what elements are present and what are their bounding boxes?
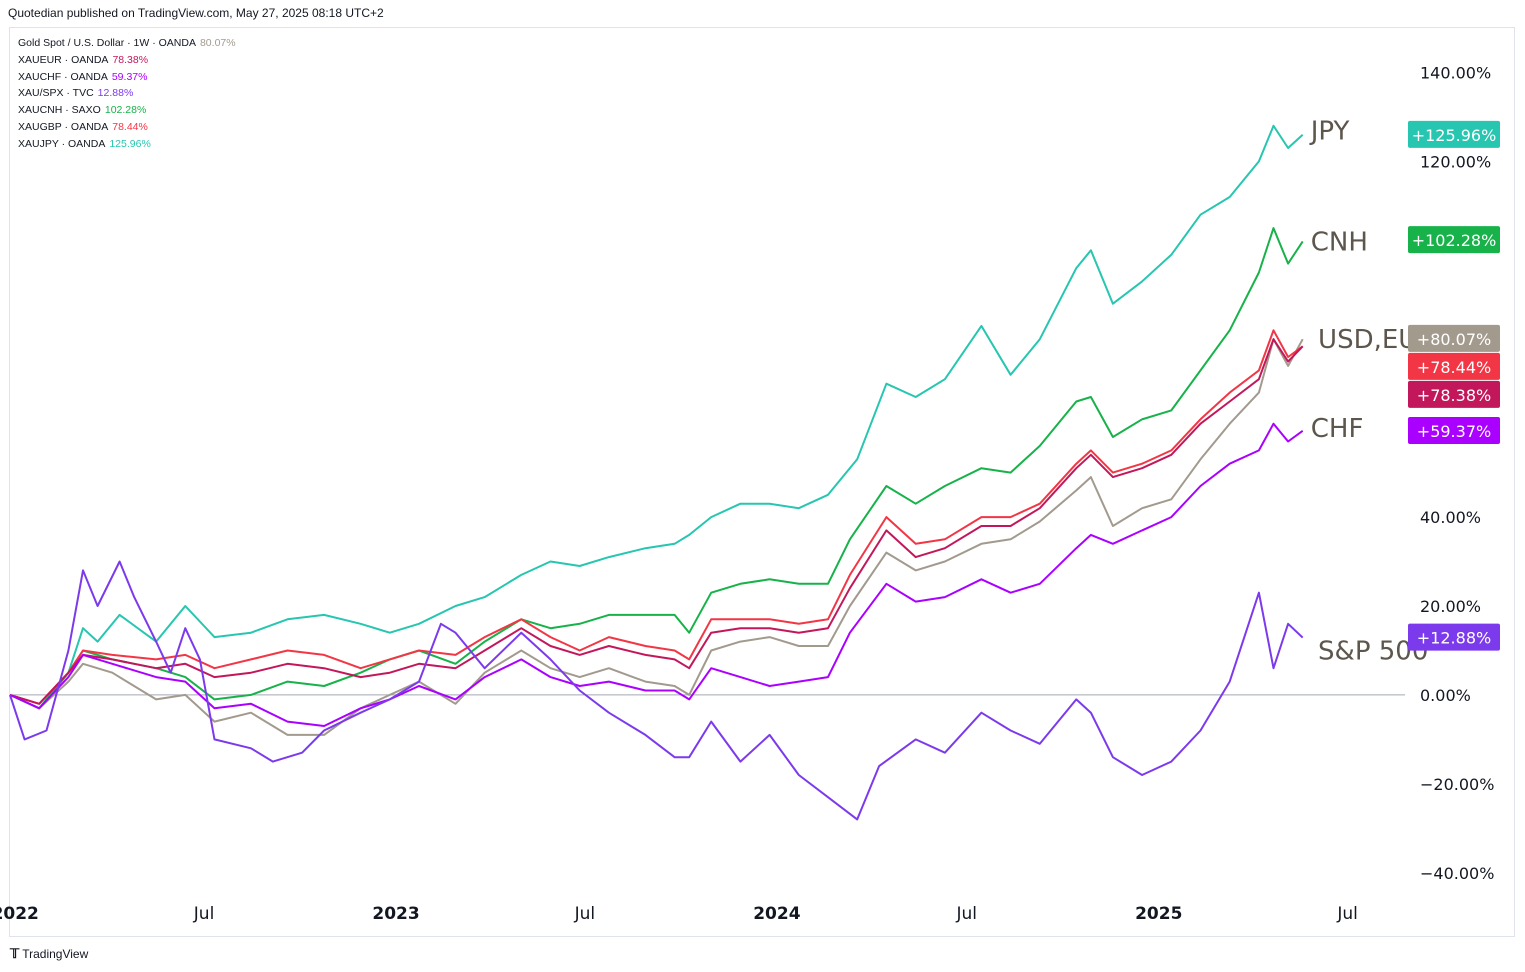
last-value-badge-label: +80.07% xyxy=(1417,330,1491,349)
annotation-label: CHF xyxy=(1311,414,1364,444)
annotation-label: JPY xyxy=(1309,116,1350,146)
y-tick-label: 140.00% xyxy=(1420,63,1491,82)
last-value-badge-label: +59.37% xyxy=(1417,422,1491,441)
x-tick-label: Jul xyxy=(574,904,596,924)
series-line-xaujpy xyxy=(9,124,1304,710)
publisher-line: Quotedian published on TradingView.com, … xyxy=(8,6,384,20)
legend-name: XAU/SPX · TVC xyxy=(18,87,94,100)
tradingview-logo-icon: 𝕋 xyxy=(10,946,19,961)
x-tick-label: Jul xyxy=(193,904,215,924)
last-value-badge-label: +125.96% xyxy=(1412,126,1497,145)
annotation-label: CNH xyxy=(1311,227,1368,257)
legend-name: XAUGBP · OANDA xyxy=(18,120,109,133)
legend-name: XAUEUR · OANDA xyxy=(18,53,109,66)
series-line-xau-spx xyxy=(9,560,1304,821)
y-tick-label: 20.00% xyxy=(1420,597,1481,616)
footer-brand-label: TradingView xyxy=(22,947,89,961)
legend-entry[interactable]: XAUJPY · OANDA 125.96% xyxy=(18,136,236,153)
legend-name: Gold Spot / U.S. Dollar · 1W · OANDA xyxy=(18,37,196,49)
y-tick-label: 0.00% xyxy=(1420,686,1471,705)
series-line-gold-spot-u-s-dollar xyxy=(9,338,1304,736)
last-value-badge xyxy=(1408,380,1500,408)
x-tick-label: 2024 xyxy=(753,904,800,924)
footer-brand[interactable]: 𝕋 TradingView xyxy=(10,946,88,962)
last-value-badge xyxy=(1408,120,1500,148)
chart-legend: Gold Spot / U.S. Dollar · 1W · OANDA 80.0… xyxy=(18,35,236,153)
legend-value: 125.96% xyxy=(109,137,151,150)
legend-entry[interactable]: XAUGBP · OANDA 78.44% xyxy=(18,119,236,136)
legend-entry[interactable]: XAUCHF · OANDA 59.37% xyxy=(18,69,236,86)
last-value-badge-label: +12.88% xyxy=(1417,629,1491,648)
legend-value: 80.07% xyxy=(199,37,236,49)
series-line-xauchf xyxy=(9,422,1304,727)
last-value-badge-label: +78.38% xyxy=(1417,386,1491,405)
legend-entry[interactable]: Gold Spot / U.S. Dollar · 1W · OANDA 80.0… xyxy=(18,35,236,52)
last-value-badge-label: +78.44% xyxy=(1417,358,1491,377)
series-line-xaueur xyxy=(9,338,1304,705)
legend-entry[interactable]: XAUEUR · OANDA 78.38% xyxy=(18,52,236,69)
series-line-xaucnh xyxy=(9,227,1304,710)
legend-value: 78.38% xyxy=(112,53,149,66)
y-tick-label: 120.00% xyxy=(1420,152,1491,171)
legend-entry[interactable]: XAUCNH · SAXO 102.28% xyxy=(18,102,236,119)
x-tick-label: Jul xyxy=(956,904,978,924)
legend-name: XAUCHF · OANDA xyxy=(18,70,108,83)
last-value-badge xyxy=(1408,352,1500,380)
series-line-xaugbp xyxy=(9,329,1304,705)
x-tick-label: 2025 xyxy=(1135,904,1182,924)
legend-name: XAUCNH · SAXO xyxy=(18,104,101,117)
x-tick-label: Jul xyxy=(1336,904,1358,924)
chart-frame xyxy=(9,27,1515,937)
y-tick-label: 40.00% xyxy=(1420,508,1481,527)
x-tick-label: 2023 xyxy=(372,904,419,924)
legend-entry[interactable]: XAU/SPX · TVC 12.88% xyxy=(18,85,236,102)
legend-value: 12.88% xyxy=(97,87,134,100)
legend-value: 102.28% xyxy=(104,104,147,117)
last-value-badge xyxy=(1408,226,1500,254)
legend-value: 78.44% xyxy=(112,120,148,133)
last-value-badge xyxy=(1408,324,1500,352)
last-value-badge xyxy=(1408,623,1500,651)
legend-value: 59.37% xyxy=(111,70,148,83)
legend-name: XAUJPY · OANDA xyxy=(18,137,106,150)
y-tick-label: −20.00% xyxy=(1420,775,1494,794)
y-tick-label: −40.00% xyxy=(1420,864,1494,883)
last-value-badge-label: +102.28% xyxy=(1412,231,1497,250)
x-tick-label: 2022 xyxy=(0,904,39,924)
last-value-badge xyxy=(1408,416,1500,444)
